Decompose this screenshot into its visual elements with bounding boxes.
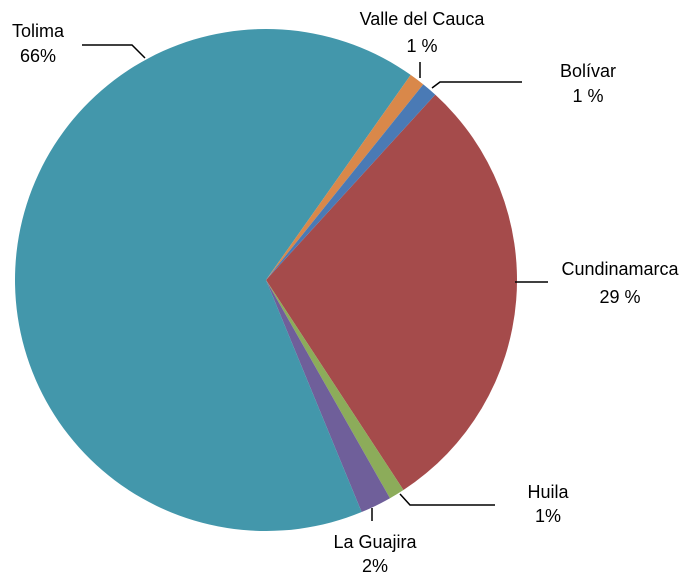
pie-slice [266,280,390,513]
slice-label: Valle del Cauca [360,9,486,29]
slice-label: Bolívar [560,61,616,81]
leader-line [431,81,522,89]
slice-value-label: 1 % [406,36,437,56]
slice-value-label: 66% [20,46,56,66]
pie-slice [266,280,404,499]
slice-value-label: 1 % [572,86,603,106]
slice-value-label: 1% [535,506,561,526]
leader-line [399,493,495,506]
slice-label: Cundinamarca [561,259,679,279]
pie-slice [266,94,517,491]
pie-slice [266,84,436,280]
slice-label: Tolima [12,21,65,41]
slice-value-label: 29 % [599,287,640,307]
slice-label: Huila [527,482,569,502]
pie-slice [266,74,424,280]
slice-value-label: 2% [362,556,388,573]
slice-label: La Guajira [333,532,417,552]
leader-line [82,44,146,59]
pie-slice [14,28,411,531]
